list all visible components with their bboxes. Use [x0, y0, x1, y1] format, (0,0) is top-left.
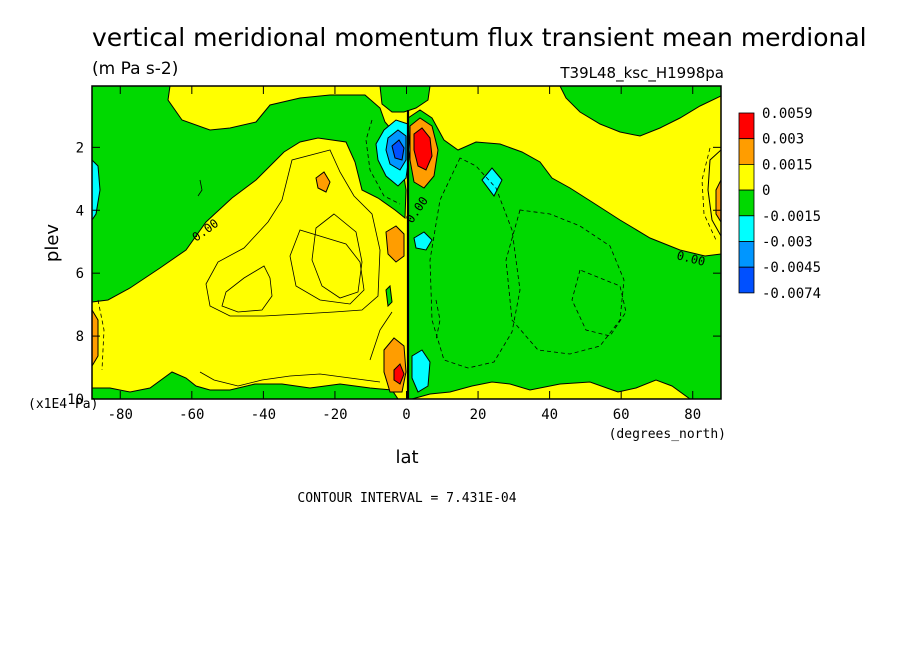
colorbar-swatch	[738, 241, 755, 268]
colorbar-label: -0.003	[762, 235, 813, 251]
contour-fill-nh-small-cyan	[481, 167, 503, 197]
contour-fill-sh-upper-negative	[92, 86, 407, 303]
colorbar-label: 0	[762, 183, 770, 199]
x-axis: -80 -60 -40 -20 0 20 40 60 80	[108, 86, 701, 423]
y-tick-label: 10	[67, 392, 84, 408]
colorbar-swatch	[738, 266, 755, 294]
contour-label-nh: 0.00	[675, 248, 706, 269]
contour-fill-sw-edge-cyan	[92, 159, 101, 221]
colorbar-label: 0.0059	[762, 106, 813, 122]
colorbar-label: 0.0015	[762, 157, 813, 173]
x-tick-label: 0	[402, 407, 410, 423]
x-tick-label: -40	[251, 407, 276, 423]
x-axis-label: lat	[395, 447, 418, 468]
colorbar-swatch	[738, 215, 755, 242]
y-axis-units: (x1E4 Pa)	[28, 397, 98, 412]
x-tick-label: 20	[470, 407, 487, 423]
contour-lines-negative	[97, 119, 717, 371]
contour-fill-eq-positive-core	[413, 127, 433, 171]
contour-fill-nh-mid-cyan	[413, 231, 433, 251]
x-tick-label: 40	[541, 407, 558, 423]
colorbar-swatch	[738, 163, 755, 191]
contour-fill-eq-mid-orange	[385, 225, 405, 263]
contour-fill-se-edge-orange	[715, 179, 721, 223]
contour-fill-eq-negative-core	[391, 139, 405, 161]
y-axis-label: plev	[42, 224, 63, 263]
contour-fill-sw-edge-orange	[92, 309, 99, 367]
filled-contours	[92, 86, 721, 399]
y-tick-label: 2	[76, 140, 84, 156]
plot-area: 0.00 0.00 0.00	[91, 85, 722, 400]
x-tick-label: 80	[684, 407, 701, 423]
contour-fill-nh-upper-right-negative	[559, 86, 721, 137]
dataset-label: T39L48_ksc_H1998pa	[559, 64, 724, 83]
x-tick-label: -20	[322, 407, 347, 423]
colorbar-label: -0.0074	[762, 286, 821, 302]
contour-fill-eq-low-orange	[383, 337, 407, 393]
contour-fill-sh-orange-blob	[315, 171, 331, 193]
y-axis: 2 4 6 8 10	[67, 140, 721, 408]
colorbar-legend: 0.0059 0.003 0.0015 0 -0.0015 -0.003 -0.0045 -0…	[738, 106, 821, 302]
y-tick-label: 8	[76, 329, 84, 345]
contour-interval-label: CONTOUR INTERVAL = 7.431E-04	[297, 491, 516, 506]
chart-units: (m Pa s-2)	[92, 59, 178, 79]
x-tick-label: -60	[179, 407, 204, 423]
x-tick-label: 60	[613, 407, 630, 423]
colorbar-label: 0.003	[762, 132, 804, 148]
contour-fill-sh-surface-negative	[92, 371, 399, 399]
x-axis-units: (degrees_north)	[609, 427, 726, 442]
colorbar-swatch	[738, 112, 755, 140]
colorbar-swatch	[738, 189, 755, 217]
contour-fill-nh-top-negative	[379, 86, 431, 113]
colorbar-swatch	[738, 138, 755, 165]
chart-title: vertical meridional momentum flux transi…	[92, 23, 867, 52]
colorbar-label: -0.0045	[762, 260, 821, 276]
x-tick-label: -80	[108, 407, 133, 423]
contour-lines	[197, 149, 393, 387]
contour-fill-eq-low-cyan	[411, 349, 431, 393]
y-tick-label: 6	[76, 266, 84, 282]
contour-fill-green-sliver	[385, 284, 393, 308]
y-tick-label: 4	[76, 203, 84, 219]
contour-fill-eq-low-red	[393, 363, 405, 385]
colorbar-label: -0.0015	[762, 209, 821, 225]
